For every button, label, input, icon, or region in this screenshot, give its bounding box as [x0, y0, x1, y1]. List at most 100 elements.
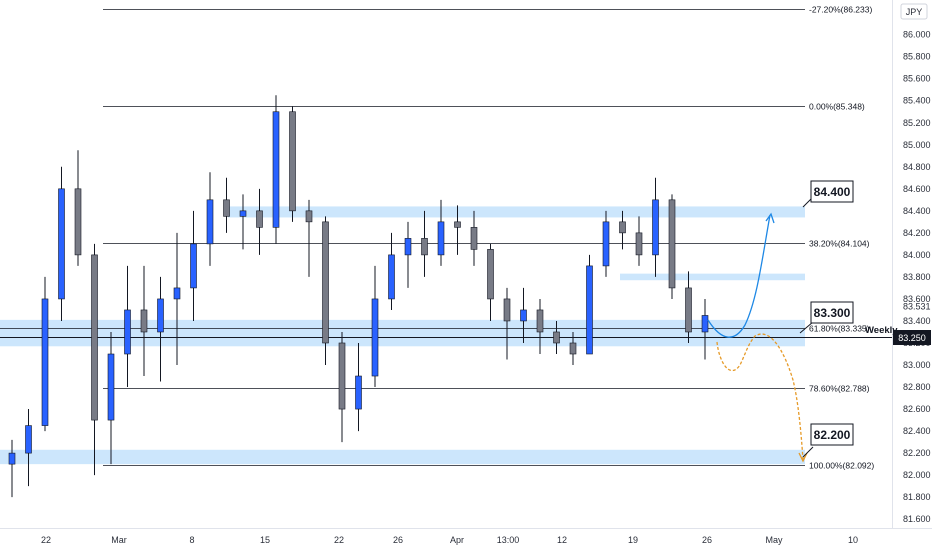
- price-tick-label: 85.600: [903, 74, 931, 84]
- candle-body: [74, 188, 82, 256]
- candle-body: [388, 254, 395, 300]
- price-tick-label: 85.200: [903, 118, 931, 128]
- candle-body: [8, 452, 16, 465]
- candle-body: [124, 309, 131, 355]
- time-tick-label: 22: [41, 535, 51, 545]
- candle-body: [635, 232, 643, 256]
- candle-body: [520, 309, 527, 322]
- price-tick-label: 84.000: [903, 250, 931, 260]
- candle-body: [371, 298, 379, 377]
- price-tick-label: 81.600: [903, 514, 931, 524]
- candle-body: [140, 309, 148, 333]
- price-tick-label: 83.400: [903, 316, 931, 326]
- candle-body: [107, 353, 115, 421]
- candle-body: [355, 375, 362, 410]
- time-tick-label: 12: [557, 535, 567, 545]
- candle-body: [190, 243, 197, 289]
- candle-body: [239, 210, 247, 217]
- price-tick-label: 85.000: [903, 140, 931, 150]
- support-resistance-zones: [0, 206, 805, 465]
- price-tick-label: 82.200: [903, 448, 931, 458]
- candle-body: [701, 315, 709, 333]
- fib-label: 0.00%(85.348): [809, 102, 865, 112]
- callout-84400: 84.400: [802, 180, 854, 208]
- candle-body: [91, 254, 98, 421]
- candle-body: [668, 199, 676, 289]
- fib-label: -27.20%(86.233): [809, 5, 872, 15]
- fibonacci-levels: -27.20%(86.233) 0.00%(85.348) 38.20%(84.10…: [0, 5, 874, 471]
- candle-body: [58, 188, 65, 300]
- projection-arrows: [707, 212, 808, 463]
- price-tick-label: 84.200: [903, 228, 931, 238]
- price-tick-label: 83.600: [903, 294, 931, 304]
- price-tag: [893, 330, 931, 345]
- price-tick-label: 82.800: [903, 382, 931, 392]
- price-tick-label: 83.000: [903, 360, 931, 370]
- zone-rect: [0, 319, 805, 347]
- time-tick-label: 15: [260, 535, 270, 545]
- price-tick-label: 82.600: [903, 404, 931, 414]
- time-tick-label: 10: [848, 535, 858, 545]
- candle-body: [322, 221, 329, 344]
- candle-body: [553, 331, 560, 344]
- callout-label: 82.200: [814, 428, 851, 442]
- time-tick-label: 26: [702, 535, 712, 545]
- candles: [8, 95, 709, 498]
- bullish-projection-arrow: [707, 214, 771, 338]
- callout-82200: 82.200: [802, 423, 854, 458]
- price-tick-label: 85.800: [903, 52, 931, 62]
- candle-body: [652, 199, 659, 256]
- candle-body: [256, 210, 263, 228]
- arrow-up-head-icon: [765, 212, 775, 224]
- candle-body: [289, 111, 296, 212]
- price-tick-label: 83.800: [903, 272, 931, 282]
- candle-body: [536, 309, 544, 333]
- fib-label: 38.20%(84.104): [809, 239, 870, 249]
- time-tick-label: 22: [334, 535, 344, 545]
- candle-body: [602, 221, 610, 267]
- zone-rect: [0, 449, 805, 465]
- fib-label: 61.80%(83.335): [809, 324, 870, 334]
- zone-rect: [620, 273, 805, 281]
- time-tick-label: Mar: [111, 535, 127, 545]
- symbol-badge-text: JPY: [906, 7, 923, 17]
- candle-body: [338, 342, 346, 410]
- candle-body: [25, 425, 32, 454]
- fib-label: 100.00%(82.092): [809, 461, 874, 471]
- callout-83300: 83.300: [799, 301, 854, 334]
- time-tick-label: 8: [189, 535, 194, 545]
- time-tick-label: Apr: [450, 535, 464, 545]
- arrow-down-head-icon: [798, 452, 808, 463]
- price-tick-label: 86.000: [903, 30, 931, 40]
- candle-body: [41, 298, 49, 426]
- price-tick-label: 85.400: [903, 96, 931, 106]
- candle-body: [223, 199, 230, 217]
- bearish-projection-arrow: [716, 333, 804, 461]
- candle-body: [454, 221, 461, 228]
- candle-body: [569, 342, 577, 355]
- candle-body: [305, 210, 313, 223]
- candle-body: [404, 238, 412, 256]
- candle-body: [421, 238, 428, 256]
- callout-label: 84.400: [814, 185, 851, 199]
- callout-label: 83.300: [814, 306, 851, 320]
- time-axis: 22 Mar 8 15 22 26 Apr 13:00 12 19 26 May 10: [41, 535, 858, 545]
- candle-body: [470, 227, 478, 250]
- candle-body: [619, 221, 626, 234]
- time-tick-label: May: [765, 535, 783, 545]
- price-tick-label: 84.800: [903, 162, 931, 172]
- candle-body: [157, 298, 164, 333]
- candle-body: [487, 249, 494, 300]
- price-tick-label: 84.400: [903, 206, 931, 216]
- price-tag-text: 83.250: [898, 333, 926, 343]
- price-tick-label: 82.400: [903, 426, 931, 436]
- weekly-label: Weekly: [865, 325, 898, 336]
- candle-body: [685, 287, 692, 333]
- time-tick-label: 13:00: [497, 535, 520, 545]
- candle-body: [586, 265, 593, 355]
- candle-body: [437, 221, 445, 256]
- time-tick-label: 19: [628, 535, 638, 545]
- price-tick-label: 84.600: [903, 184, 931, 194]
